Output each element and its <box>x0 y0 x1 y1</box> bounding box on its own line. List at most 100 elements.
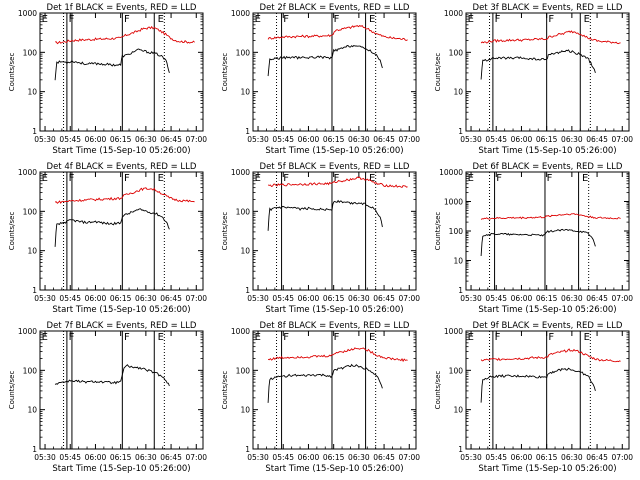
interval-marker: E <box>369 332 375 343</box>
panel-8: Det 8f BLACK = Events, RED = LLD 1 10 100 10… <box>221 321 420 474</box>
x-tick-label: 06:45 <box>373 294 395 303</box>
interval-marker: F <box>124 332 130 343</box>
x-axis-label: Start Time (15-Sep-10 05:26:00) <box>478 305 616 315</box>
x-tick-label: 06:30 <box>348 294 370 303</box>
events-series-line <box>54 48 170 81</box>
x-tick-label: 07:00 <box>398 453 420 462</box>
x-axis-label: Start Time (15-Sep-10 05:26:00) <box>52 305 190 315</box>
x-tick-label: 06:00 <box>298 453 320 462</box>
interval-marker: F <box>496 173 502 184</box>
y-tick-label: 1000 <box>231 168 250 177</box>
y-axis-label: Counts/sec <box>8 53 16 92</box>
interval-marker: E <box>255 173 261 184</box>
x-tick-label: 05:45 <box>272 294 294 303</box>
y-tick-label: 100 <box>236 207 251 216</box>
panel-title: Det 7f BLACK = Events, RED = LLD <box>47 321 197 331</box>
plot-frame <box>252 330 417 450</box>
y-tick-label: 1 <box>32 445 37 454</box>
y-tick-label: 1 <box>458 286 463 295</box>
interval-marker: E <box>158 173 164 184</box>
x-tick-label: 05:45 <box>59 135 81 144</box>
interval-marker: E <box>42 332 48 343</box>
panel-title: Det 6f BLACK = Events, RED = LLD <box>473 162 623 172</box>
interval-marker: E <box>255 332 261 343</box>
x-tick-label: 05:30 <box>34 453 56 462</box>
y-axis-label: Counts/sec <box>221 53 229 92</box>
x-tick-label: 06:45 <box>160 135 182 144</box>
x-tick-label: 05:30 <box>247 453 269 462</box>
x-tick-label: 06:45 <box>586 453 608 462</box>
interval-marker: F <box>334 332 340 343</box>
plot-frame <box>252 171 417 291</box>
interval-marker: E <box>369 14 375 25</box>
events-series-line <box>480 49 596 80</box>
x-axis-label: Start Time (15-Sep-10 05:26:00) <box>265 464 403 474</box>
x-tick-label: 07:00 <box>611 294 633 303</box>
x-tick-label: 06:15 <box>323 135 345 144</box>
y-tick-label: 1000 <box>18 9 37 18</box>
panel-title: Det 1f BLACK = Events, RED = LLD <box>47 3 197 13</box>
x-tick-label: 07:00 <box>185 294 207 303</box>
interval-marker: E <box>584 332 590 343</box>
interval-marker: E <box>42 14 48 25</box>
panel-title: Det 5f BLACK = Events, RED = LLD <box>260 162 410 172</box>
y-tick-label: 100 <box>23 366 38 375</box>
y-tick-label: 1 <box>458 127 463 136</box>
x-tick-label: 05:45 <box>59 294 81 303</box>
interval-marker: F <box>548 14 554 25</box>
x-tick-label: 05:45 <box>272 135 294 144</box>
y-tick-label: 10 <box>240 88 250 97</box>
y-axis-label: Counts/sec <box>221 371 229 410</box>
lld-series-line <box>55 25 195 45</box>
events-series-line <box>267 44 383 77</box>
panel-1: Det 1f BLACK = Events, RED = LLD 1 10 100 10… <box>8 3 207 156</box>
y-tick-label: 1000 <box>231 9 250 18</box>
x-tick-label: 06:00 <box>511 453 533 462</box>
x-tick-label: 06:00 <box>85 453 107 462</box>
x-tick-label: 05:45 <box>485 294 507 303</box>
x-tick-label: 06:30 <box>135 453 157 462</box>
x-tick-label: 05:30 <box>460 453 482 462</box>
x-tick-label: 05:30 <box>247 294 269 303</box>
x-axis-label: Start Time (15-Sep-10 05:26:00) <box>478 464 616 474</box>
plot-frame <box>39 12 204 132</box>
y-axis-label: Counts/sec <box>8 371 16 410</box>
y-tick-label: 1000 <box>18 327 37 336</box>
x-tick-label: 06:15 <box>323 453 345 462</box>
lld-series-line <box>267 176 408 188</box>
y-tick-label: 10 <box>27 406 37 415</box>
x-tick-label: 05:45 <box>485 453 507 462</box>
interval-marker: E <box>369 173 375 184</box>
x-tick-label: 05:30 <box>247 135 269 144</box>
x-tick-label: 05:45 <box>59 453 81 462</box>
interval-marker: E <box>584 14 590 25</box>
panel-3: Det 3f BLACK = Events, RED = LLD 1 10 100 10… <box>434 3 633 156</box>
interval-marker: F <box>283 173 289 184</box>
lld-series-line <box>480 30 621 45</box>
y-tick-label: 100 <box>236 366 251 375</box>
x-tick-label: 06:15 <box>536 135 558 144</box>
x-tick-label: 06:30 <box>348 135 370 144</box>
plot-frame <box>39 171 204 291</box>
y-tick-label: 10 <box>453 406 463 415</box>
y-tick-label: 1000 <box>444 327 463 336</box>
x-tick-label: 06:15 <box>110 135 132 144</box>
y-tick-label: 100 <box>449 366 464 375</box>
y-tick-label: 10 <box>240 406 250 415</box>
interval-marker: F <box>334 173 340 184</box>
x-tick-label: 06:15 <box>323 294 345 303</box>
x-tick-label: 05:30 <box>34 135 56 144</box>
events-series-line <box>267 363 383 403</box>
x-tick-label: 06:00 <box>298 135 320 144</box>
lld-series-line <box>55 187 195 204</box>
y-tick-label: 1 <box>245 127 250 136</box>
events-series-line <box>480 228 596 257</box>
y-tick-label: 100 <box>23 207 38 216</box>
interval-marker: E <box>468 173 474 184</box>
y-tick-label: 1000 <box>18 168 37 177</box>
x-axis-label: Start Time (15-Sep-10 05:26:00) <box>265 146 403 156</box>
interval-marker: E <box>42 173 48 184</box>
interval-marker: E <box>468 14 474 25</box>
panel-title: Det 2f BLACK = Events, RED = LLD <box>260 3 410 13</box>
x-tick-label: 06:00 <box>511 135 533 144</box>
